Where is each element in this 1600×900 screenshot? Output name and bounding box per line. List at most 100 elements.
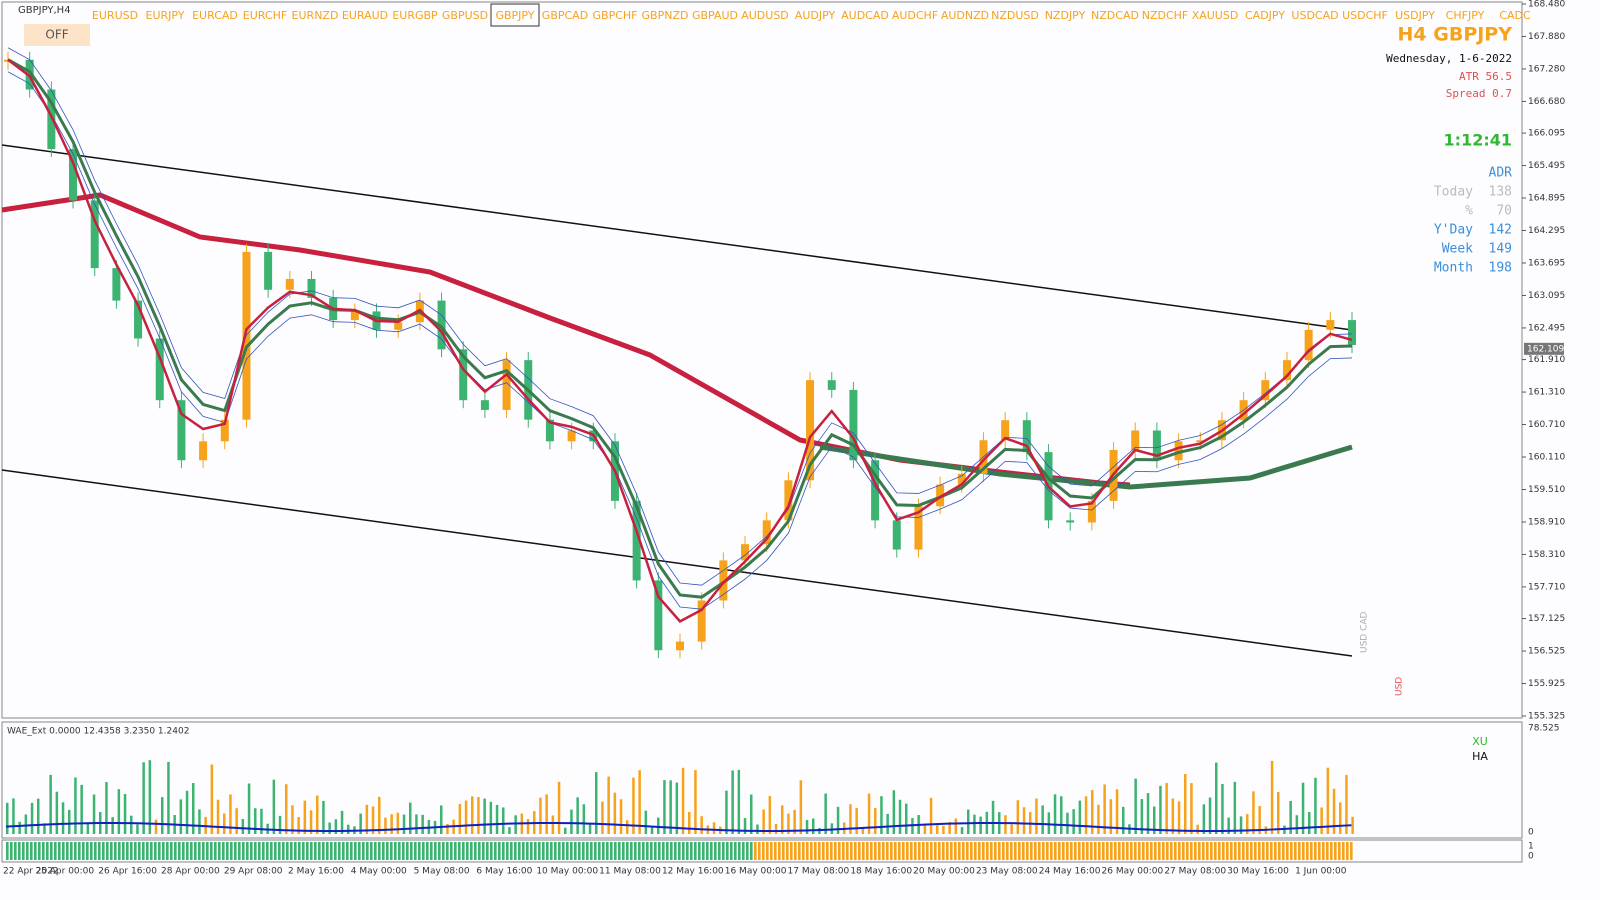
strip-bar xyxy=(274,842,277,860)
strip-bar xyxy=(1074,842,1077,860)
y-tick-label: 155.325 xyxy=(1528,712,1565,722)
osc-bar xyxy=(1301,782,1305,834)
osc-bar xyxy=(471,796,474,834)
symbol-tab[interactable]: GBPUSD xyxy=(442,9,488,22)
candle xyxy=(502,360,511,410)
strip-bar xyxy=(950,842,953,860)
symbol-tab[interactable]: AUDCAD xyxy=(841,9,889,22)
symbol-tab[interactable]: CADC xyxy=(1499,9,1531,22)
osc-bar xyxy=(68,809,71,834)
osc-bar xyxy=(1270,760,1274,834)
symbol-tab[interactable]: EURGBP xyxy=(392,9,438,22)
osc-bar xyxy=(855,807,858,834)
osc-bar xyxy=(378,796,381,834)
candle xyxy=(1152,430,1161,461)
osc-bar xyxy=(347,824,350,834)
y-tick-label: 167.280 xyxy=(1528,64,1565,74)
osc-bar xyxy=(936,825,939,834)
y-tick-label: 157.125 xyxy=(1528,614,1565,624)
strip-bar xyxy=(974,842,977,860)
strip-bar xyxy=(758,842,761,860)
strip-bar xyxy=(526,842,529,860)
strip-bar xyxy=(570,842,573,860)
osc-bar xyxy=(161,797,164,834)
symbol-tab[interactable]: GBPNZD xyxy=(642,9,689,22)
symbol-tab[interactable]: USDCHF xyxy=(1342,9,1388,22)
strip-bar xyxy=(1054,842,1057,860)
symbol-tab[interactable]: EURCHF xyxy=(243,9,287,22)
strip-bar xyxy=(362,842,365,860)
strip-bar xyxy=(26,842,29,860)
symbol-tab[interactable]: EURAUD xyxy=(342,9,388,22)
symbol-tab[interactable]: NZDCHF xyxy=(1142,9,1189,22)
strip-bar xyxy=(478,842,481,860)
symbol-tab[interactable]: NZDUSD xyxy=(991,9,1039,22)
strip-bar xyxy=(322,842,325,860)
osc-bar xyxy=(1289,800,1292,834)
osc-bar xyxy=(309,810,313,834)
strip-bar xyxy=(878,842,881,860)
osc-bar xyxy=(49,774,52,834)
osc-bar xyxy=(582,804,586,834)
symbol-tab[interactable]: AUDCHF xyxy=(892,9,938,22)
symbol-tab[interactable]: GBPAUD xyxy=(692,9,738,22)
strip-bar xyxy=(122,842,125,860)
osc-bar xyxy=(1109,799,1113,834)
osc-bar xyxy=(942,825,945,834)
symbol-tab[interactable]: GBPCHF xyxy=(593,9,638,22)
symbol-tab[interactable]: GBPCAD xyxy=(542,9,588,22)
strip-bar xyxy=(1082,842,1085,860)
osc-bar xyxy=(588,823,592,834)
symbol-tab[interactable]: GBPJPY xyxy=(495,9,534,22)
symbol-tab[interactable]: XAUUSD xyxy=(1192,9,1239,22)
symbol-tab[interactable]: USDCAD xyxy=(1291,9,1338,22)
strip-bar xyxy=(742,842,745,860)
symbol-tab[interactable]: NZDCAD xyxy=(1091,9,1139,22)
strip-bar xyxy=(810,842,813,860)
candle xyxy=(632,500,641,581)
osc-bar xyxy=(477,797,480,834)
strip-bar xyxy=(314,842,317,860)
strip-bar xyxy=(1302,842,1305,860)
symbol-tab[interactable]: EURCAD xyxy=(192,9,238,22)
strip-bar xyxy=(330,842,333,860)
symbol-tab[interactable]: NZDJPY xyxy=(1045,9,1086,22)
symbol-tab[interactable]: EURNZD xyxy=(292,9,339,22)
symbol-tab[interactable]: CHFJPY xyxy=(1446,9,1485,22)
strip-bar xyxy=(1098,842,1101,860)
strip-bar xyxy=(1306,842,1309,860)
osc-bar xyxy=(812,818,815,834)
strip-bar xyxy=(190,842,193,860)
strip-bar xyxy=(382,842,385,860)
date-label: 16 May 00:00 xyxy=(725,867,787,877)
symbol-tab[interactable]: AUDJPY xyxy=(795,9,836,22)
osc-bar xyxy=(1097,804,1100,834)
symbol-tab[interactable]: AUDNZD xyxy=(941,9,989,22)
symbol-tab[interactable]: EURUSD xyxy=(92,9,138,22)
symbol-tab[interactable]: USDJPY xyxy=(1395,9,1435,22)
strip-bar xyxy=(70,842,73,860)
osc-bar xyxy=(495,804,499,834)
osc-bar xyxy=(148,760,152,834)
symbol-tab[interactable]: AUDUSD xyxy=(741,9,789,22)
osc-bar xyxy=(657,817,660,834)
strip-bar xyxy=(442,842,445,860)
osc-bar xyxy=(446,823,449,834)
strip-bar xyxy=(998,842,1001,860)
strip-bar xyxy=(1022,842,1025,860)
strip-bar xyxy=(846,842,849,860)
strip-bar xyxy=(438,842,441,860)
strip-bar xyxy=(1234,842,1237,860)
osc-bar xyxy=(303,800,307,834)
osc-bar xyxy=(179,799,183,834)
strip-bar xyxy=(1170,842,1173,860)
symbol-tab[interactable]: CADJPY xyxy=(1245,9,1285,22)
strip-bar xyxy=(1070,842,1073,860)
strip-bar xyxy=(582,842,585,860)
strip-bar xyxy=(882,842,885,860)
symbol-tab[interactable]: EURJPY xyxy=(146,9,185,22)
toggle-label[interactable]: OFF xyxy=(45,28,68,42)
strip-bar xyxy=(18,842,21,860)
strip-bar xyxy=(1342,842,1345,860)
toggle-button[interactable] xyxy=(24,24,90,46)
